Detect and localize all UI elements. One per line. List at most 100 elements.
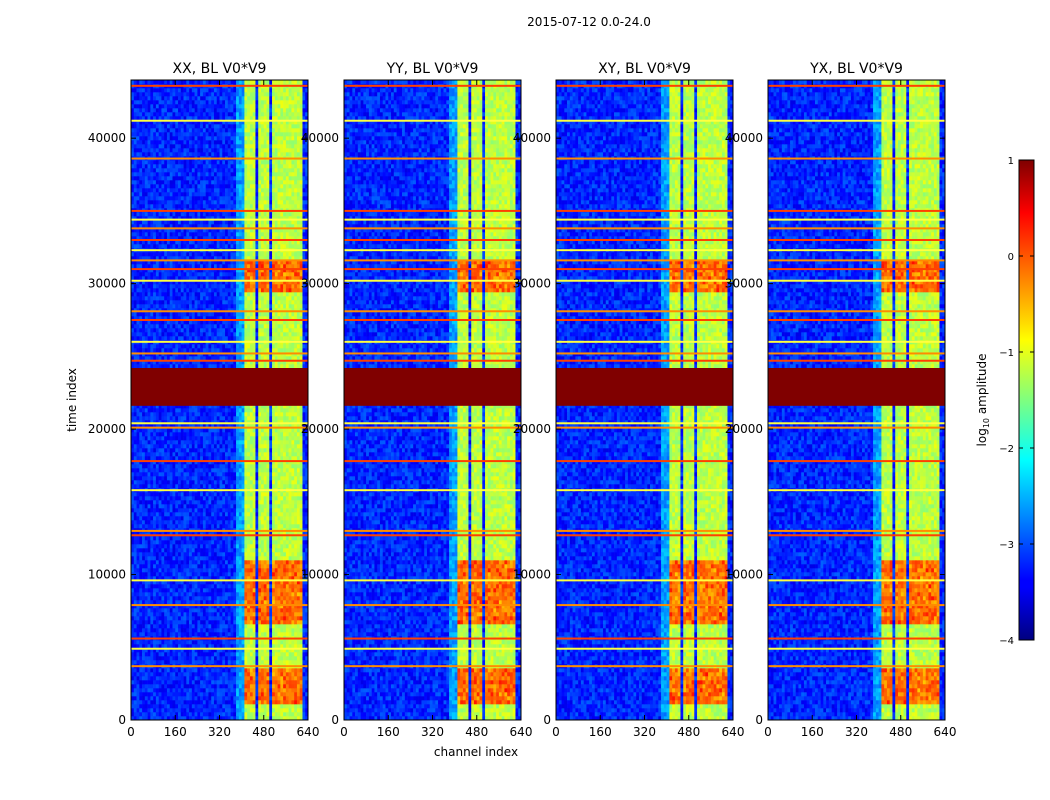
heatmap-cell [220,680,223,684]
heatmap-cell [283,692,286,696]
heatmap-cell [139,696,142,700]
heatmap-cell [255,696,258,700]
heatmap-cell [137,676,140,680]
heatmap-cell [170,680,173,684]
heatmap-cell [289,692,292,696]
heatmap-cell [258,696,261,700]
heatmap-cell [272,692,275,696]
heatmap-cell [272,704,275,708]
heatmap-cell [236,700,239,704]
heatmap-cell [300,692,303,696]
heatmap-cell [244,692,247,696]
heatmap-cell [291,708,294,712]
heatmap-cell [261,672,264,676]
heatmap-cell [297,696,300,700]
heatmap-cell [167,708,170,712]
heatmap-cell [189,708,192,712]
heatmap-cell [170,700,173,704]
heatmap-cell [242,692,245,696]
heatmap-cell [217,700,220,704]
heatmap-cell [156,708,159,712]
heatmap-cell [261,676,264,680]
figure: 2015-07-12 0.0-24.0 XX, BL V0*V90 160 320 4… [0,0,1050,800]
heatmap-cell [217,684,220,688]
heatmap-cell [269,692,272,696]
heatmap-cell [239,688,242,692]
heatmap-cell [181,704,184,708]
heatmap-cell [167,668,170,672]
heatmap-cell [214,704,217,708]
heatmap-cell [242,696,245,700]
heatmap-cell [195,700,198,704]
heatmap-cell [189,680,192,684]
heatmap-cell [134,696,137,700]
heatmap-cell [186,708,189,712]
heatmap-cell [150,672,153,676]
heatmap-cell [222,684,225,688]
heatmap-cell [239,696,242,700]
heatmap-cell [291,704,294,708]
heatmap-cell [297,680,300,684]
heatmap-cell [250,684,253,688]
heatmap-cell [200,708,203,712]
heatmap-cell [289,680,292,684]
heatmap-cell [137,712,140,716]
heatmap-cell [134,712,137,716]
heatmap-cell [228,696,231,700]
heatmap-cell [145,704,148,708]
heatmap-cell [145,676,148,680]
heatmap-cell [294,676,297,680]
heatmap-cell [184,676,187,680]
heatmap-cell [253,672,256,676]
heatmap-cell [172,704,175,708]
heatmap-cell [206,684,209,688]
heatmap-cell [291,688,294,692]
heatmap-cell [172,696,175,700]
heatmap-cell [211,668,214,672]
heatmap-cell [195,696,198,700]
heatmap-cell [172,708,175,712]
heatmap-cell [134,680,137,684]
heatmap-cell [200,696,203,700]
heatmap-cell [258,708,261,712]
heatmap-cell [186,704,189,708]
heatmap-cell [247,704,250,708]
heatmap-cell [253,696,256,700]
heatmap-cell [236,704,239,708]
heatmap-cell [145,696,148,700]
heatmap-cell [269,700,272,704]
heatmap-cell [253,680,256,684]
heatmap-cell [148,704,151,708]
heatmap-cell [294,684,297,688]
heatmap-cell [236,676,239,680]
heatmap-cell [261,696,264,700]
heatmap-cell [255,692,258,696]
heatmap-cell [134,692,137,696]
heatmap-cell [217,704,220,708]
heatmap-cell [228,676,231,680]
heatmap-cell [267,700,270,704]
heatmap-cell [258,704,261,708]
heatmap-cell [225,712,228,716]
heatmap-cell [258,676,261,680]
heatmap-cell [181,712,184,716]
heatmap-cell [139,684,142,688]
heatmap-cell [156,680,159,684]
heatmap-cell [269,684,272,688]
heatmap-cell [278,712,281,716]
heatmap-cell [186,700,189,704]
heatmap-cell [156,684,159,688]
heatmap-cell [206,712,209,716]
heatmap-cell [269,680,272,684]
heatmap-cell [134,672,137,676]
heatmap-cell [269,688,272,692]
heatmap-cell [156,696,159,700]
heatmap-cell [156,704,159,708]
heatmap-cell [272,712,275,716]
heatmap-cell [233,684,236,688]
heatmap-cell [242,680,245,684]
heatmap-cell [255,672,258,676]
heatmap-cell [297,688,300,692]
heatmap-cell [208,684,211,688]
heatmap-cell [156,668,159,672]
